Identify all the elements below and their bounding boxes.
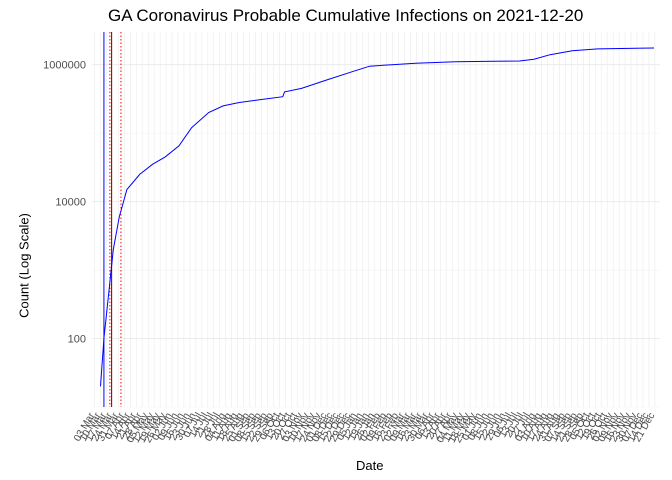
grid-lines bbox=[92, 32, 660, 408]
y-tick-label: 10000 bbox=[55, 197, 86, 209]
chart-title: GA Coronavirus Probable Cumulative Infec… bbox=[108, 6, 584, 25]
x-axis-label: Date bbox=[356, 458, 384, 473]
y-tick-label: 1000000 bbox=[43, 60, 86, 72]
y-tick-label: 100 bbox=[68, 334, 86, 346]
series-line bbox=[100, 47, 655, 387]
series-layer bbox=[100, 47, 655, 387]
y-tick-labels: 100 10000 1000000 bbox=[43, 60, 86, 346]
